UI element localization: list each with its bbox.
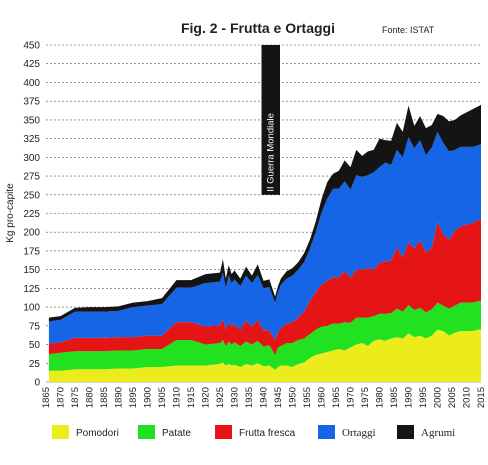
x-tick-label: 1910 bbox=[172, 387, 183, 408]
stacked-areas bbox=[48, 104, 482, 382]
y-tick-label: 300 bbox=[23, 153, 40, 164]
x-tick-label: 1990 bbox=[404, 387, 415, 408]
x-tick-label: 1880 bbox=[85, 387, 96, 408]
x-tick-label: 1945 bbox=[273, 387, 284, 408]
legend-label-frutta-fresca: Frutta fresca bbox=[239, 428, 296, 439]
y-tick-label: 450 bbox=[23, 41, 40, 52]
y-tick-label: 175 bbox=[23, 246, 40, 257]
x-tick-label: 1970 bbox=[346, 387, 357, 408]
x-tick-label: 1870 bbox=[56, 387, 67, 408]
x-tick-label: 1895 bbox=[128, 387, 139, 408]
legend: Pomodori Patate Frutta fresca Ortaggi Agrumi bbox=[52, 425, 455, 439]
legend-label-patate: Patate bbox=[162, 428, 191, 439]
x-tick-label: 1980 bbox=[375, 387, 386, 408]
y-tick-label: 50 bbox=[29, 340, 41, 351]
x-tick-label: 1865 bbox=[41, 387, 52, 408]
legend-swatch-patate bbox=[138, 425, 155, 439]
legend-swatch-ortaggi bbox=[318, 425, 335, 439]
x-tick-label: 1900 bbox=[143, 387, 154, 408]
area-patate bbox=[48, 301, 482, 371]
y-tick-label: 75 bbox=[29, 321, 41, 332]
y-tick-label: 325 bbox=[23, 134, 40, 145]
x-tick-label: 1925 bbox=[215, 387, 226, 408]
x-tick-label: 1875 bbox=[70, 387, 81, 408]
area-ortaggi bbox=[48, 131, 482, 344]
y-tick-label: 25 bbox=[29, 359, 41, 370]
y-tick-label: 200 bbox=[23, 228, 40, 239]
y-tick-label: 125 bbox=[23, 284, 40, 295]
y-tick-label: 400 bbox=[23, 78, 40, 89]
x-tick-label: 1935 bbox=[244, 387, 255, 408]
x-tick-label: 1955 bbox=[302, 387, 313, 408]
x-tick-label: 2015 bbox=[476, 387, 487, 408]
y-axis-ticks: 0 25 50 75 100 125 150 175 200 225 250 275 300 325 350… bbox=[23, 41, 40, 389]
x-tick-label: 1960 bbox=[317, 387, 328, 408]
x-tick-label: 1975 bbox=[360, 387, 371, 408]
y-tick-label: 375 bbox=[23, 97, 40, 108]
x-tick-label: 1905 bbox=[157, 387, 168, 408]
area-agrumi bbox=[48, 104, 482, 322]
y-tick-label: 0 bbox=[34, 378, 40, 389]
y-tick-label: 150 bbox=[23, 265, 40, 276]
y-tick-label: 250 bbox=[23, 190, 40, 201]
y-tick-label: 425 bbox=[23, 59, 40, 70]
x-tick-label: 1930 bbox=[230, 387, 241, 408]
war-annotation-bar bbox=[261, 45, 280, 195]
x-tick-label: 1950 bbox=[288, 387, 299, 408]
war-annotation-label: II Guerra Mondiale bbox=[266, 113, 277, 192]
x-tick-label: 1995 bbox=[418, 387, 429, 408]
x-tick-label: 1920 bbox=[201, 387, 212, 408]
x-tick-label: 1915 bbox=[186, 387, 197, 408]
y-tick-label: 225 bbox=[23, 209, 40, 220]
legend-label-pomodori: Pomodori bbox=[76, 428, 119, 439]
legend-label-ortaggi: Ortaggi bbox=[342, 427, 376, 439]
war-annotation: II Guerra Mondiale bbox=[261, 45, 280, 195]
legend-swatch-frutta-fresca bbox=[215, 425, 232, 439]
y-tick-label: 100 bbox=[23, 303, 40, 314]
x-tick-label: 1890 bbox=[114, 387, 125, 408]
legend-label-agrumi: Agrumi bbox=[421, 427, 455, 439]
x-tick-label: 1965 bbox=[331, 387, 342, 408]
x-tick-label: 1885 bbox=[99, 387, 110, 408]
area-pomodori bbox=[48, 329, 482, 382]
x-tick-label: 1985 bbox=[389, 387, 400, 408]
legend-swatch-pomodori bbox=[52, 425, 69, 439]
x-axis-ticks: 1865 1870 1875 1880 1885 1890 1895 1900 1905 1910… bbox=[41, 387, 487, 408]
area-frutta-fresca bbox=[48, 218, 482, 356]
legend-swatch-agrumi bbox=[397, 425, 414, 439]
chart-title: Fig. 2 - Frutta e Ortaggi bbox=[181, 20, 335, 36]
x-tick-label: 1940 bbox=[259, 387, 270, 408]
y-tick-label: 275 bbox=[23, 172, 40, 183]
chart-source: Fonte: ISTAT bbox=[382, 25, 435, 35]
x-tick-label: 2000 bbox=[433, 387, 444, 408]
y-tick-label: 350 bbox=[23, 115, 40, 126]
x-tick-label: 2010 bbox=[462, 387, 473, 408]
x-tick-label: 2005 bbox=[447, 387, 458, 408]
y-axis-label: Kg pro-capite bbox=[5, 183, 16, 243]
